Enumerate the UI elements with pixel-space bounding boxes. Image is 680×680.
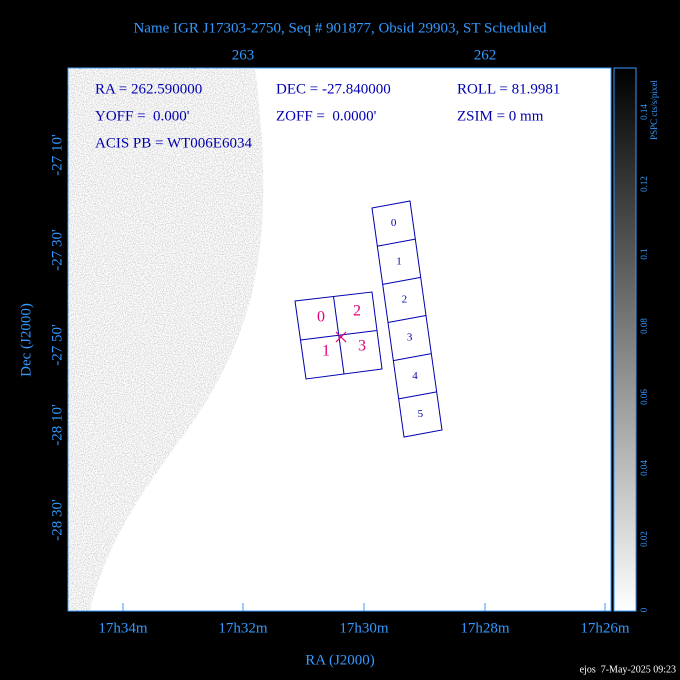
title: Name IGR J17303-2750, Seq # 901877, Obsi…: [133, 20, 547, 36]
left-tick-label: -28 30': [49, 499, 65, 541]
bottom-tick-label: 17h30m: [339, 620, 389, 636]
colorbar-title: PSPC cts/s/pixel: [649, 80, 659, 140]
footer: ejos 7-May-2025 09:23: [580, 664, 676, 675]
colorbar-label: 0.08: [639, 318, 649, 334]
left-tick-label: -27 50': [49, 324, 65, 366]
chip-edge: [393, 353, 432, 362]
chip-edge: [398, 391, 437, 400]
chip-label: 3: [358, 338, 366, 355]
colorbar-label: 0.06: [639, 389, 649, 405]
y-axis-title: Dec (J2000): [18, 303, 34, 377]
chip-label: 1: [396, 255, 402, 267]
left-tick-label: -27 30': [49, 229, 65, 271]
x-axis-title: RA (J2000): [305, 652, 375, 668]
colorbar-label: 0.02: [639, 531, 649, 547]
colorbar-label: 0.1: [639, 248, 649, 259]
info-text: DEC = -27.840000: [276, 81, 391, 97]
left-tick-label: -28 10': [49, 404, 65, 446]
info-text: ZSIM = 0 mm: [457, 108, 544, 124]
chip-label: 4: [412, 370, 418, 382]
colorbar-label: 0: [639, 607, 649, 612]
bottom-tick-label: 17h26m: [580, 620, 630, 636]
chip-label: 5: [418, 408, 424, 420]
bottom-tick-label: 17h28m: [460, 620, 510, 636]
chip-label: 2: [353, 303, 361, 320]
aimpoint: [335, 331, 347, 343]
chip-edge: [377, 238, 416, 247]
colorbar-label: 0.04: [639, 460, 649, 476]
top-tick-label: 263: [232, 47, 255, 63]
colorbar-label: 0.12: [639, 176, 649, 192]
chip-label: 1: [322, 343, 330, 360]
chip-label: 2: [402, 293, 408, 305]
info-text: ZOFF = 0.0000': [276, 108, 377, 124]
left-tick-label: -27 10': [49, 134, 65, 176]
info-text: RA = 262.590000: [95, 81, 202, 97]
top-tick-label: 262: [474, 47, 497, 63]
info-text: YOFF = 0.000': [95, 108, 190, 124]
bottom-tick-label: 17h34m: [98, 620, 148, 636]
colorbar-label: 0.14: [639, 104, 649, 120]
info-text: ROLL = 81.9981: [457, 81, 560, 97]
chip-edge: [387, 315, 427, 323]
chip-label: 0: [391, 217, 397, 229]
info-text: ACIS PB = WT006E6034: [95, 135, 252, 151]
chip-label: 3: [407, 332, 413, 344]
colorbar: [613, 67, 637, 612]
chip-edge: [382, 276, 421, 285]
bottom-tick-label: 17h32m: [218, 620, 268, 636]
chip-label: 0: [317, 309, 325, 326]
